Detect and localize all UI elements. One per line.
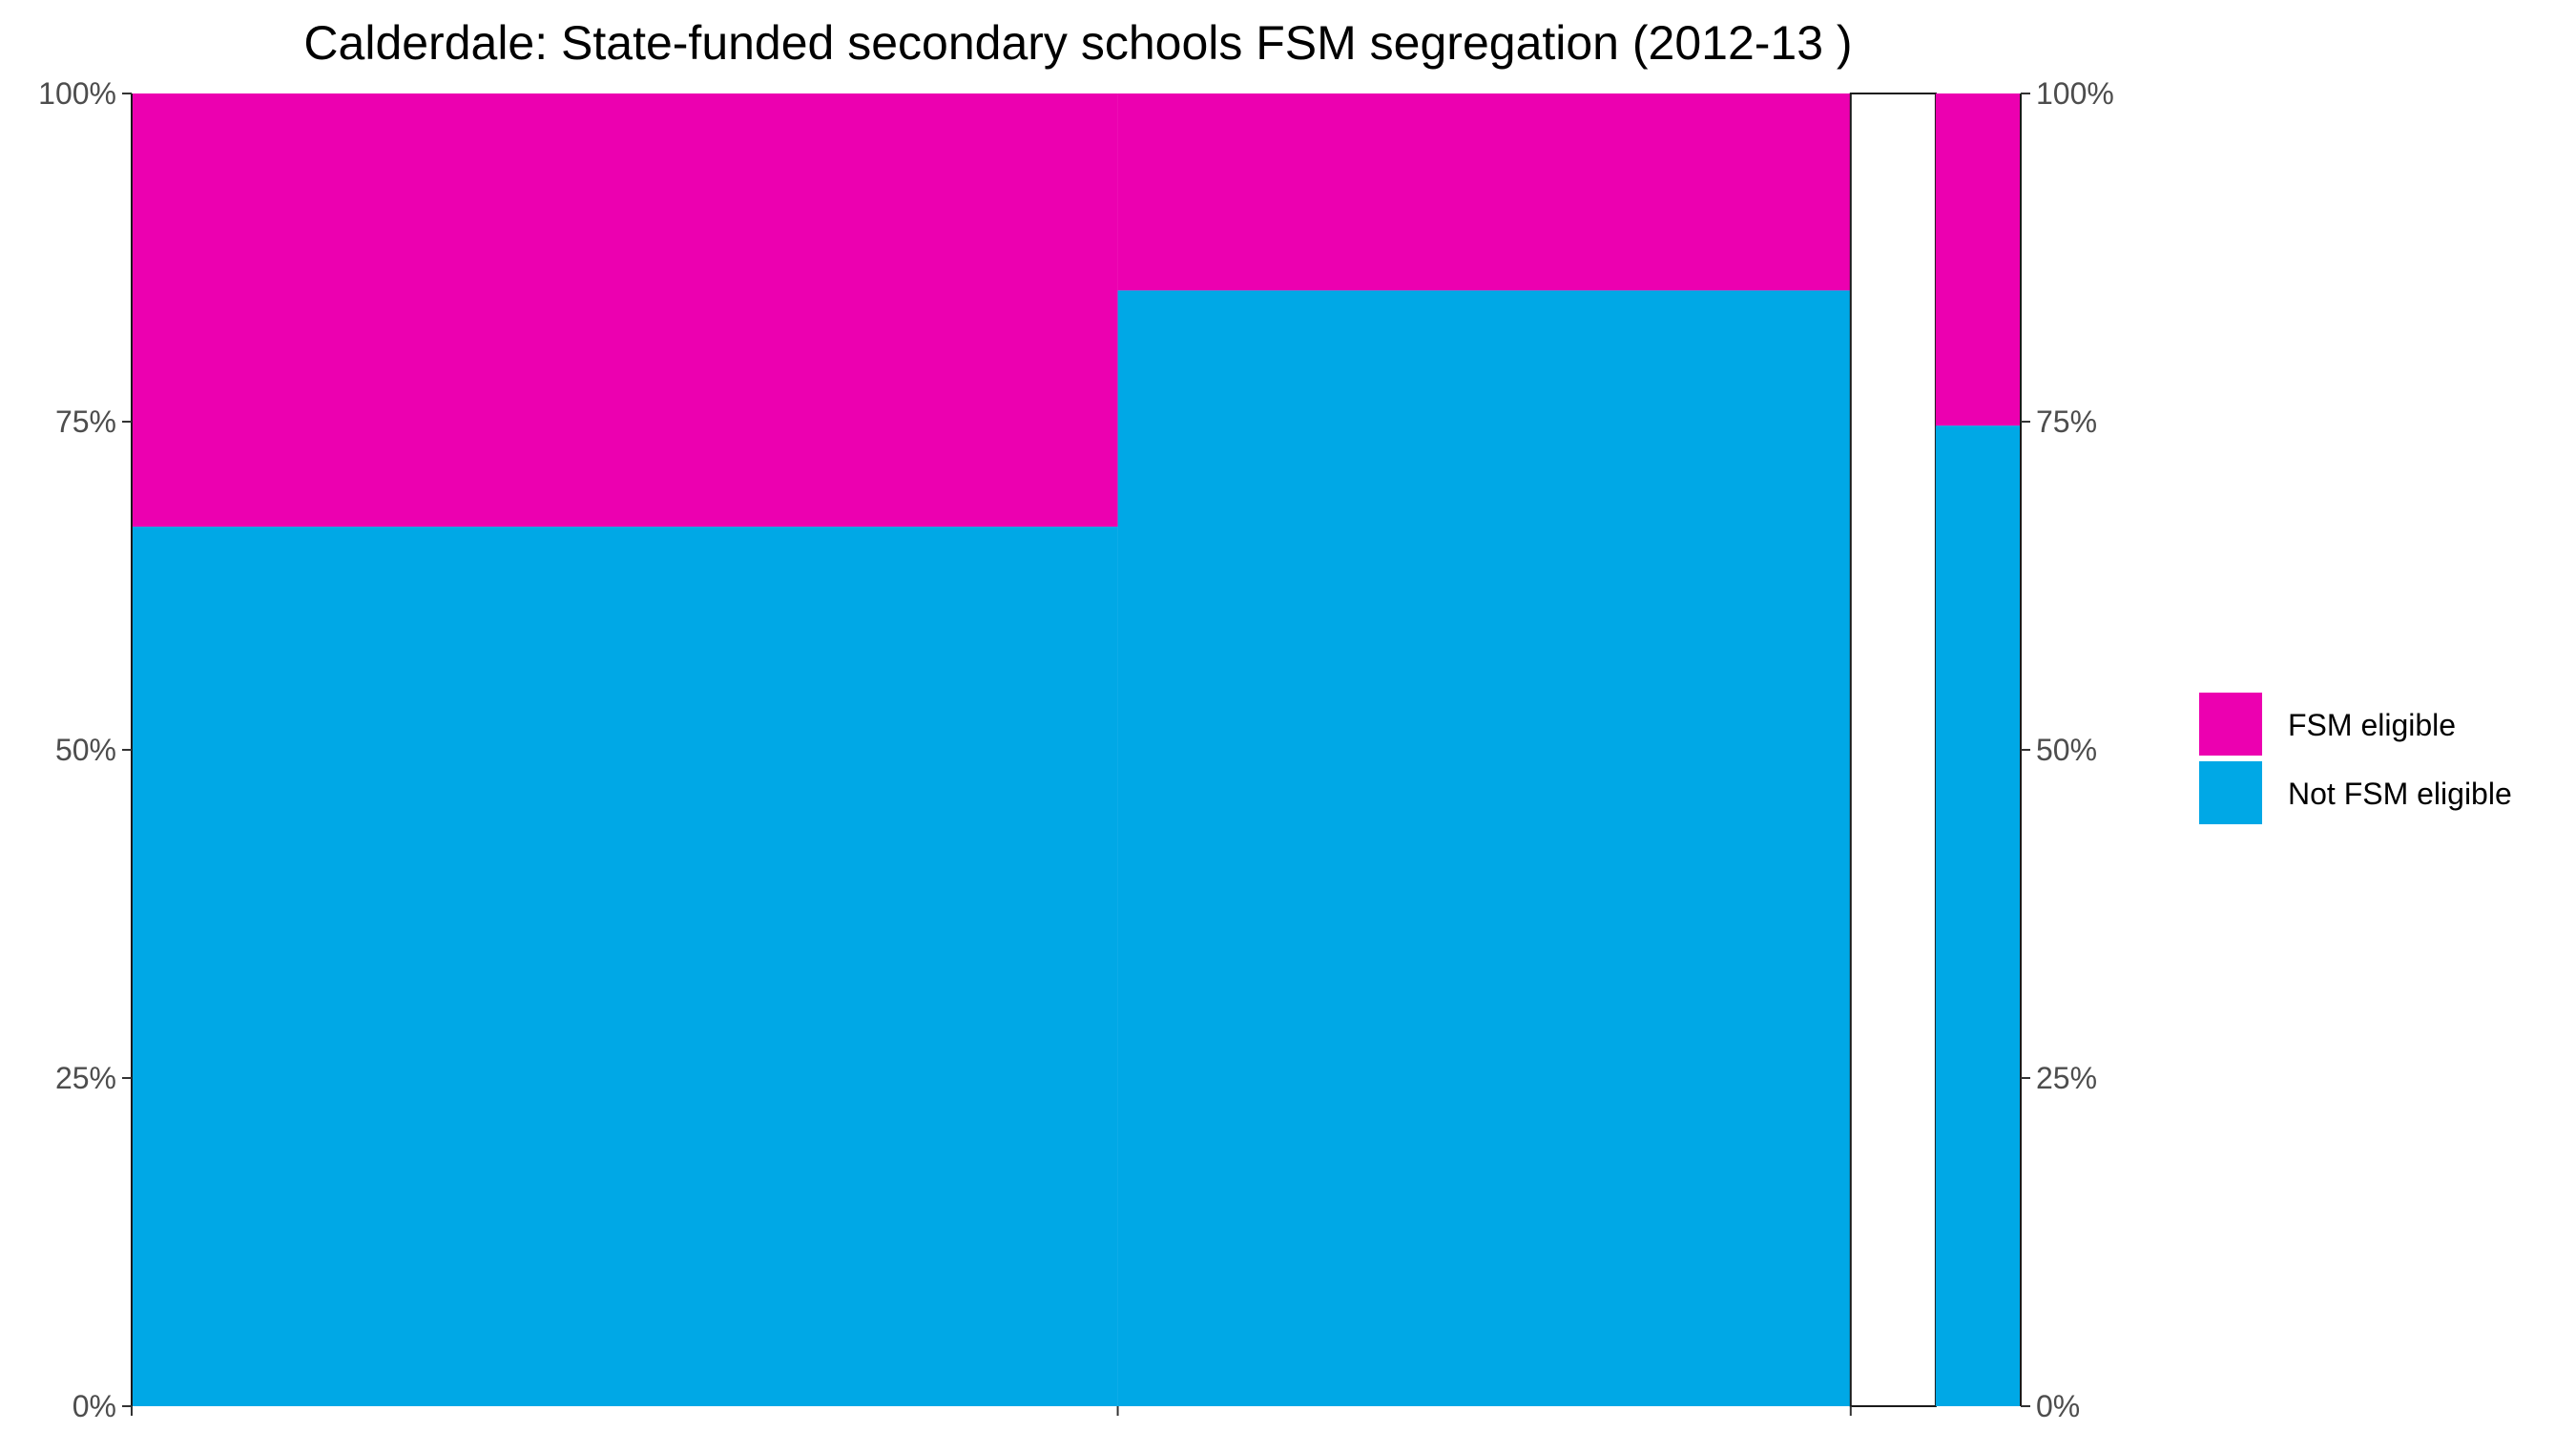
plot-area xyxy=(132,93,2021,1407)
left-tick-label: 50% xyxy=(55,733,116,767)
left-tick-label: 100% xyxy=(38,76,116,111)
legend-label-1: Not FSM eligible xyxy=(2288,777,2512,811)
legend-swatch-1 xyxy=(2199,761,2262,824)
legend-label-0: FSM eligible xyxy=(2288,708,2456,742)
bar-fsm-3 xyxy=(1935,93,2021,426)
right-tick-label: 0% xyxy=(2036,1389,2080,1423)
empty-column-2 xyxy=(1849,93,1937,1407)
bar-not-fsm-1 xyxy=(1117,290,1851,1406)
bar-fsm-1 xyxy=(1117,93,1851,291)
right-y-axis: 0% 25% 50% 75% 100% xyxy=(2020,76,2114,1423)
chart-title: Calderdale: State-funded secondary schoo… xyxy=(303,16,1852,70)
right-tick-label: 75% xyxy=(2036,404,2097,439)
left-tick-label: 75% xyxy=(55,404,116,439)
bar-fsm-0 xyxy=(132,93,1118,528)
right-tick-label: 100% xyxy=(2036,76,2114,111)
bar-not-fsm-0 xyxy=(132,527,1118,1406)
right-tick-label: 25% xyxy=(2036,1061,2097,1095)
left-y-axis: 0% 25% 50% 75% 100% xyxy=(38,76,133,1423)
left-tick-label: 25% xyxy=(55,1061,116,1095)
x-axis xyxy=(131,1406,1852,1416)
legend: FSM eligible Not FSM eligible xyxy=(2199,693,2512,824)
right-tick-label: 50% xyxy=(2036,733,2097,767)
left-tick-label: 0% xyxy=(73,1389,116,1423)
bar-not-fsm-3 xyxy=(1935,425,2021,1407)
legend-swatch-0 xyxy=(2199,693,2262,756)
